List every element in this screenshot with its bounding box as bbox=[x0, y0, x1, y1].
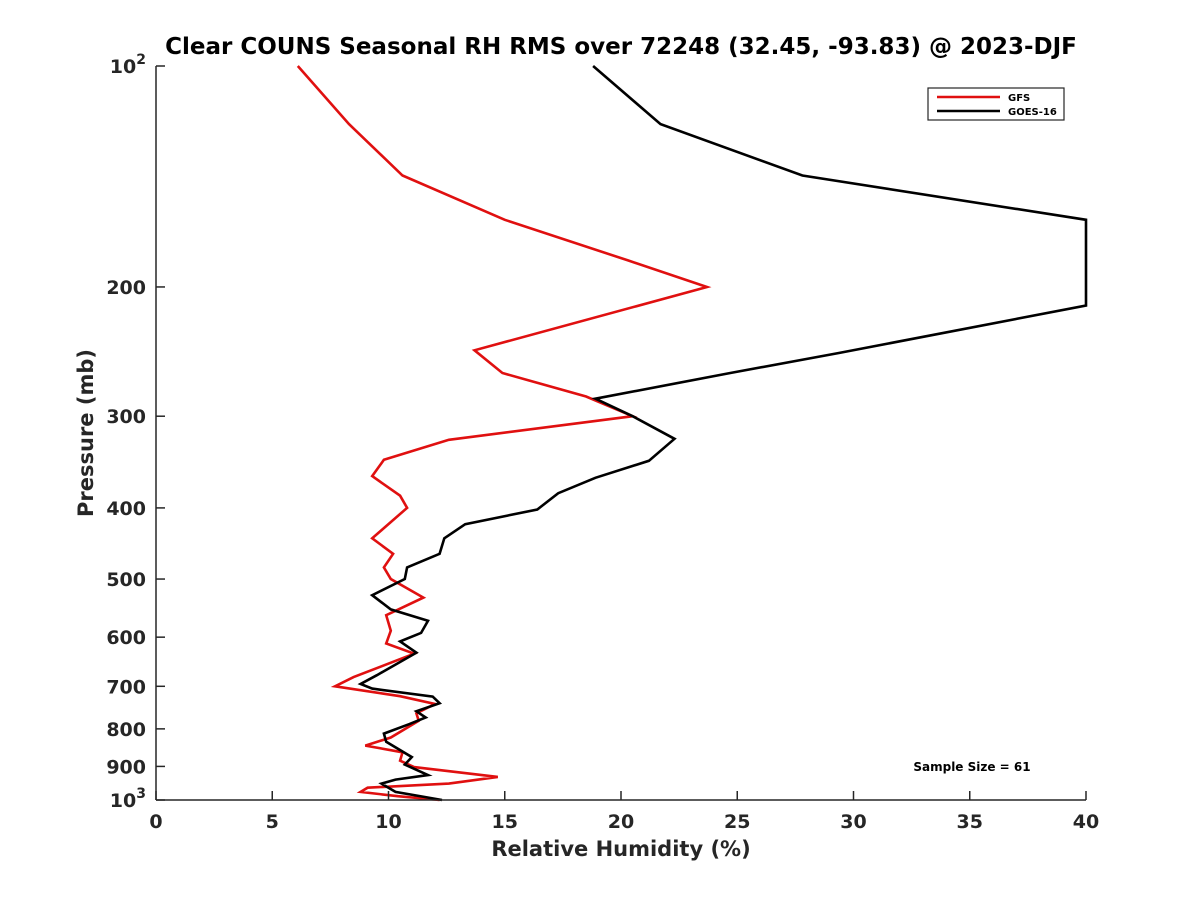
y-tick-label: 600 bbox=[106, 627, 146, 649]
y-tick-label: 400 bbox=[106, 498, 146, 520]
series-layer bbox=[296, 65, 1088, 802]
y-axis-title: Pressure (mb) bbox=[74, 349, 98, 517]
x-tick-label: 30 bbox=[840, 811, 866, 833]
y-tick-label: 102 bbox=[110, 52, 146, 78]
plot-area bbox=[156, 66, 1086, 800]
legend: GFS GOES-16 bbox=[927, 87, 1065, 121]
legend-gfs-label: GFS bbox=[1008, 93, 1030, 104]
x-tick-label: 15 bbox=[492, 811, 518, 833]
x-tick-label: 0 bbox=[149, 811, 162, 833]
x-tick-label: 40 bbox=[1073, 811, 1099, 833]
x-axis-title: Relative Humidity (%) bbox=[491, 837, 750, 861]
series-line-goes-16 bbox=[357, 65, 1088, 802]
y-tick-label: 200 bbox=[106, 277, 146, 299]
y-tick-label: 900 bbox=[106, 756, 146, 778]
x-ticks: 0 5 10 15 20 25 30 35 40 bbox=[149, 791, 1099, 833]
y-tick-label: 700 bbox=[106, 676, 146, 698]
sample-size-annotation: Sample Size = 61 bbox=[913, 760, 1030, 774]
legend-goes-label: GOES-16 bbox=[1008, 107, 1057, 118]
y-tick-label: 800 bbox=[106, 719, 146, 741]
x-tick-label: 25 bbox=[724, 811, 750, 833]
chart-title: Clear COUNS Seasonal RH RMS over 72248 (… bbox=[165, 34, 1077, 60]
legend-box bbox=[927, 87, 1065, 121]
x-tick-label: 35 bbox=[957, 811, 983, 833]
y-tick-label: 103 bbox=[110, 786, 146, 812]
x-tick-label: 20 bbox=[608, 811, 634, 833]
y-ticks: 102 200 300 400 500 600 700 800 900 103 bbox=[106, 52, 165, 812]
x-tick-label: 5 bbox=[266, 811, 279, 833]
y-tick-label: 500 bbox=[106, 569, 146, 591]
y-tick-label: 300 bbox=[106, 406, 146, 428]
x-tick-label: 10 bbox=[375, 811, 401, 833]
